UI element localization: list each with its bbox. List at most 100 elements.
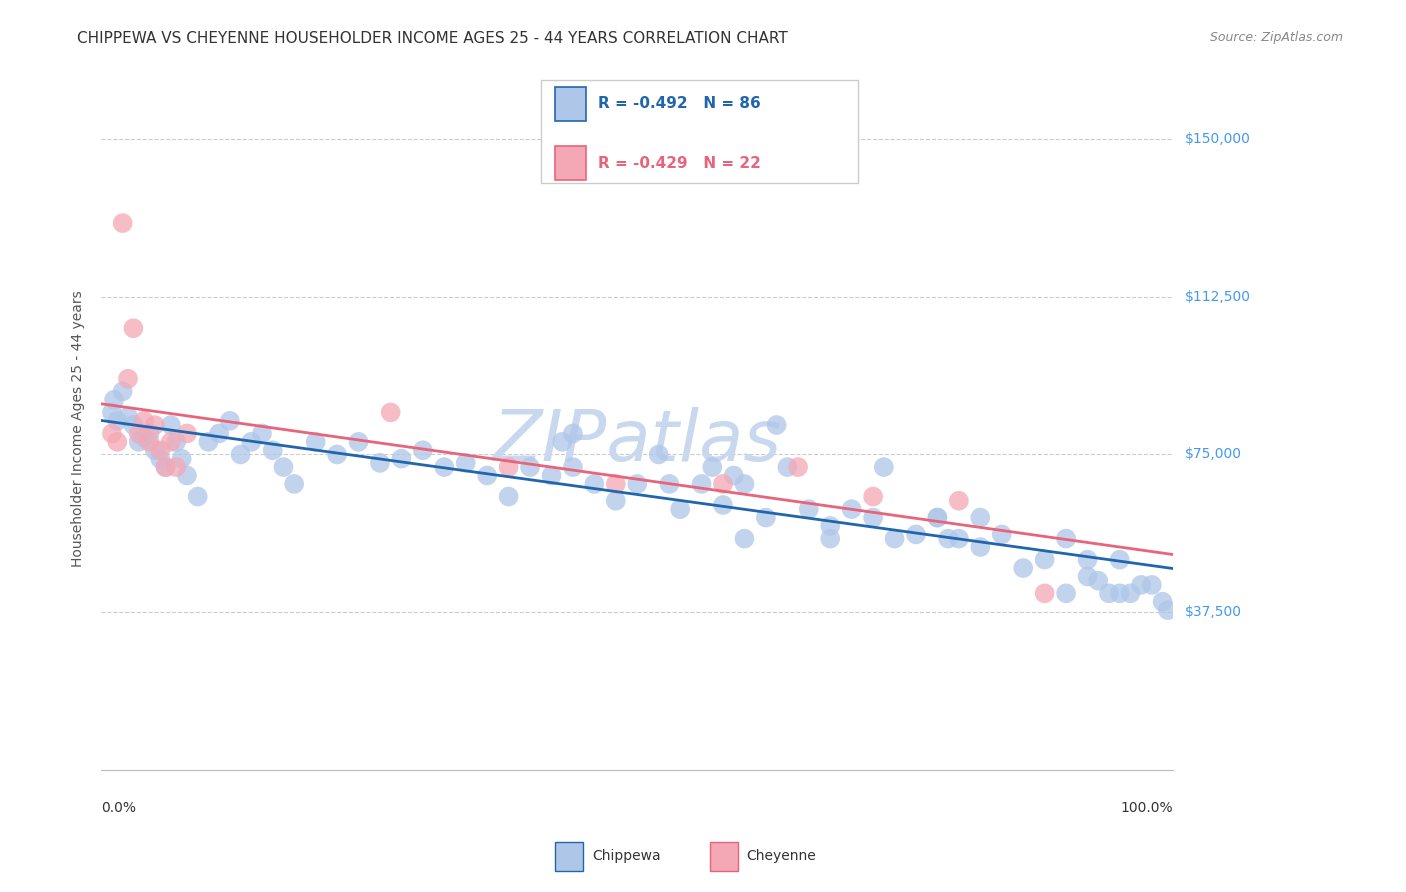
Point <box>873 460 896 475</box>
Point <box>818 519 841 533</box>
Point <box>927 510 949 524</box>
Text: CHIPPEWA VS CHEYENNE HOUSEHOLDER INCOME AGES 25 - 44 YEARS CORRELATION CHART: CHIPPEWA VS CHEYENNE HOUSEHOLDER INCOME … <box>77 31 789 46</box>
Point <box>561 460 583 475</box>
Point <box>936 532 959 546</box>
Point <box>1119 586 1142 600</box>
Point <box>132 431 155 445</box>
Point <box>155 460 177 475</box>
Point <box>138 434 160 449</box>
Point <box>1033 552 1056 566</box>
Point <box>101 426 124 441</box>
Point <box>433 460 456 475</box>
Point <box>155 460 177 475</box>
Text: Source: ZipAtlas.com: Source: ZipAtlas.com <box>1209 31 1343 45</box>
Point <box>368 456 391 470</box>
Point <box>1054 586 1077 600</box>
Point <box>1108 552 1130 566</box>
Y-axis label: Householder Income Ages 25 - 44 years: Householder Income Ages 25 - 44 years <box>72 290 86 566</box>
Point <box>818 532 841 546</box>
Point <box>347 434 370 449</box>
Point <box>711 498 734 512</box>
Point <box>1076 569 1098 583</box>
Point <box>733 477 755 491</box>
Text: R = -0.429   N = 22: R = -0.429 N = 22 <box>598 156 761 171</box>
Point <box>143 443 166 458</box>
Point <box>969 540 991 554</box>
Point <box>540 468 562 483</box>
Point <box>948 532 970 546</box>
Point <box>883 532 905 546</box>
Point <box>304 434 326 449</box>
Point <box>273 460 295 475</box>
Point <box>105 414 128 428</box>
Point <box>1130 578 1153 592</box>
Point <box>412 443 434 458</box>
Point <box>117 409 139 424</box>
Point <box>755 510 778 524</box>
Point <box>229 448 252 462</box>
Point <box>1076 552 1098 566</box>
Point <box>1098 586 1121 600</box>
Point <box>702 460 724 475</box>
Point <box>160 417 183 432</box>
Point <box>583 477 606 491</box>
Point <box>733 532 755 546</box>
Point <box>776 460 799 475</box>
Point <box>969 510 991 524</box>
Text: ZIPatlas: ZIPatlas <box>492 408 782 476</box>
Point <box>647 448 669 462</box>
Point <box>797 502 820 516</box>
Point <box>1033 586 1056 600</box>
Text: Cheyenne: Cheyenne <box>747 849 817 863</box>
Point <box>165 460 187 475</box>
Point <box>1152 595 1174 609</box>
Point <box>1108 586 1130 600</box>
Point <box>165 434 187 449</box>
Point <box>149 443 172 458</box>
Point <box>669 502 692 516</box>
Point <box>1157 603 1180 617</box>
Point <box>117 372 139 386</box>
Point <box>990 527 1012 541</box>
Point <box>170 451 193 466</box>
Point <box>101 405 124 419</box>
Point <box>128 426 150 441</box>
Point <box>143 417 166 432</box>
Point <box>187 490 209 504</box>
Point <box>197 434 219 449</box>
Text: 100.0%: 100.0% <box>1121 800 1173 814</box>
Point <box>690 477 713 491</box>
Point <box>176 426 198 441</box>
Point <box>787 460 810 475</box>
Point <box>262 443 284 458</box>
Point <box>862 510 884 524</box>
Point <box>105 434 128 449</box>
Point <box>111 216 134 230</box>
Point <box>1140 578 1163 592</box>
Point <box>326 448 349 462</box>
Point <box>132 414 155 428</box>
Point <box>841 502 863 516</box>
Point <box>927 510 949 524</box>
Text: 0.0%: 0.0% <box>101 800 136 814</box>
Point <box>862 490 884 504</box>
Point <box>380 405 402 419</box>
Point <box>1087 574 1109 588</box>
Point <box>250 426 273 441</box>
Point <box>122 417 145 432</box>
Text: $37,500: $37,500 <box>1184 606 1241 619</box>
Point <box>904 527 927 541</box>
Point <box>138 426 160 441</box>
Point <box>128 434 150 449</box>
Point <box>454 456 477 470</box>
Text: $75,000: $75,000 <box>1184 448 1241 461</box>
Point <box>218 414 240 428</box>
Text: R = -0.492   N = 86: R = -0.492 N = 86 <box>598 96 761 112</box>
Point <box>176 468 198 483</box>
Point <box>160 434 183 449</box>
Point <box>475 468 498 483</box>
Point <box>605 477 627 491</box>
Point <box>551 434 574 449</box>
Point <box>519 460 541 475</box>
Point <box>1012 561 1035 575</box>
